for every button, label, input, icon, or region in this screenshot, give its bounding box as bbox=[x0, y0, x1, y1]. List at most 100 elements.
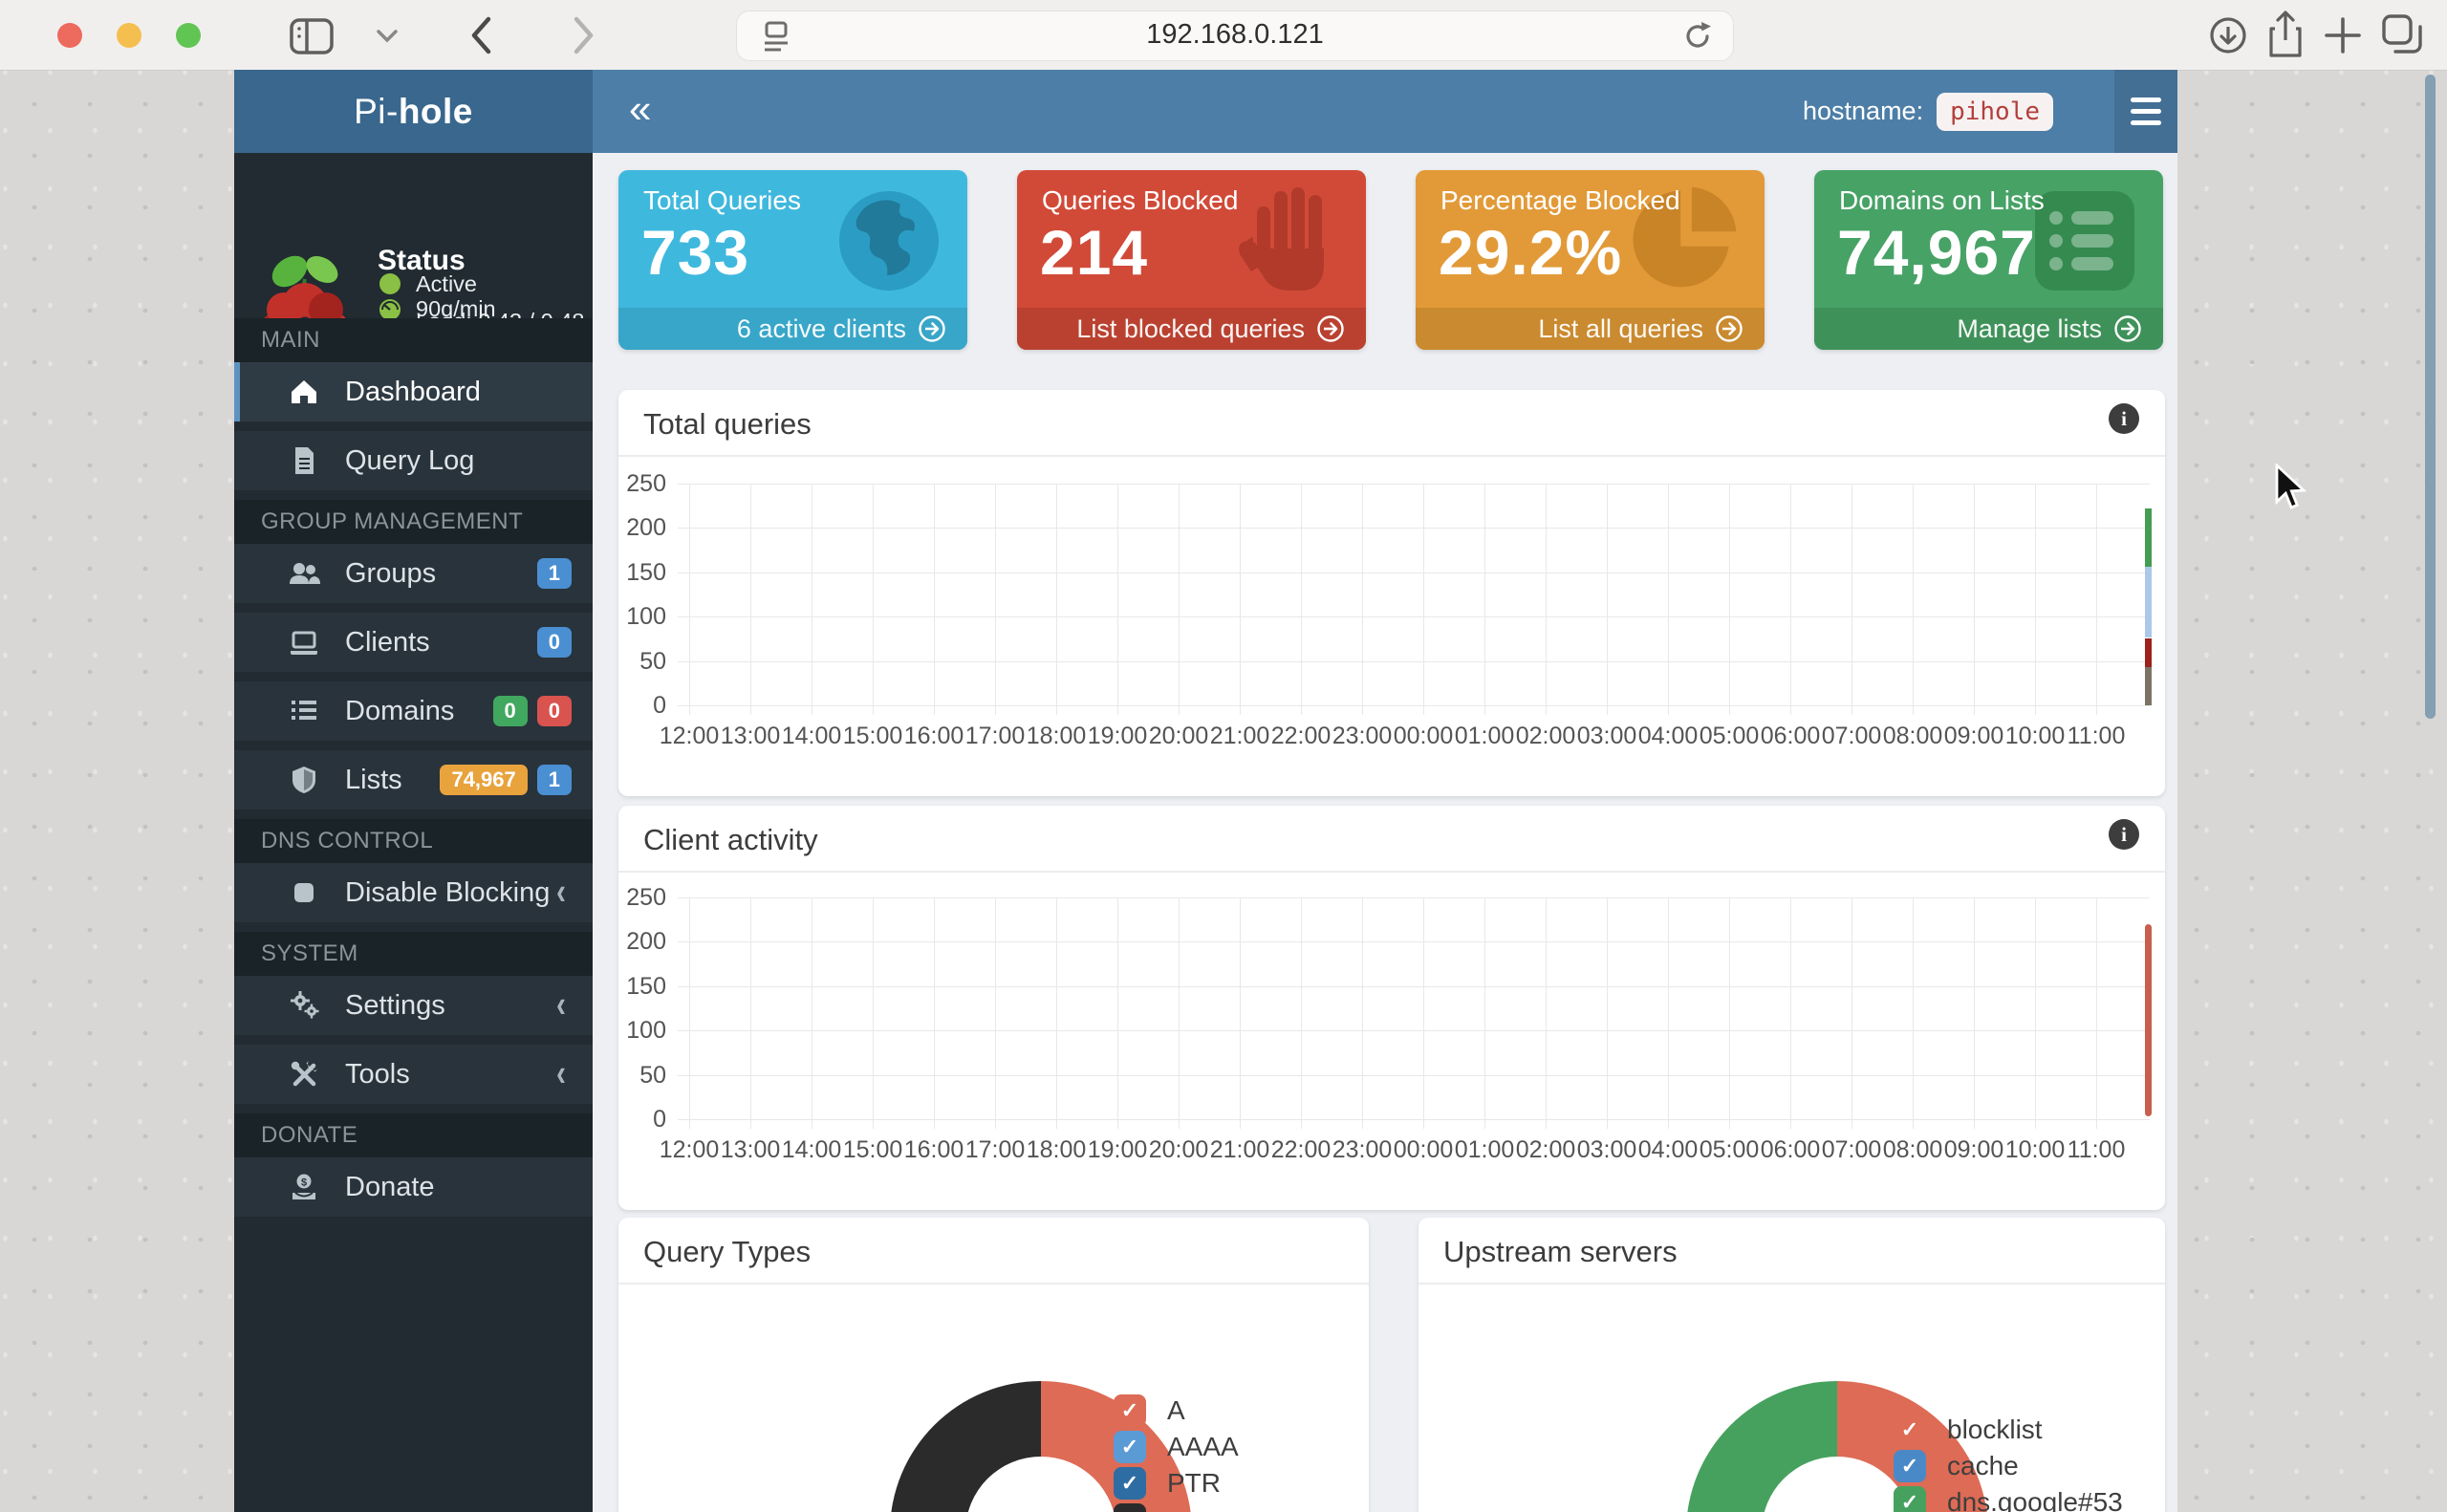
arrow-circle-icon bbox=[2114, 315, 2141, 342]
reload-icon[interactable] bbox=[1681, 20, 1714, 57]
minimize-window-button[interactable] bbox=[117, 23, 141, 48]
count-badge: 0 bbox=[536, 627, 572, 658]
summary-card-queries-blocked: Queries Blocked 214 List blocked queries bbox=[1017, 170, 1366, 350]
url-bar[interactable]: 192.168.0.121 bbox=[736, 11, 1734, 61]
x-axis-tick-label: 01:00 bbox=[1454, 723, 1515, 749]
y-axis-tick-label: 250 bbox=[626, 470, 666, 497]
back-icon[interactable] bbox=[466, 13, 495, 57]
card-footer-link[interactable]: List blocked queries bbox=[1017, 308, 1366, 350]
legend-label: cache bbox=[1947, 1451, 2019, 1480]
gridline bbox=[1240, 484, 1241, 715]
sidebar-item-label: Settings bbox=[345, 989, 445, 1021]
legend-checkbox-icon[interactable]: ✓ bbox=[1114, 1467, 1146, 1500]
brand-logo: Pi-hole bbox=[234, 70, 593, 153]
forward-icon[interactable] bbox=[570, 13, 598, 57]
card-header bbox=[618, 390, 2165, 457]
gridline bbox=[1668, 484, 1669, 715]
sidebar-item-settings[interactable]: Settings ‹ bbox=[234, 976, 593, 1035]
card-footer-link[interactable]: Manage lists bbox=[1814, 308, 2163, 350]
card-value: 214 bbox=[1040, 217, 1149, 288]
hamburger-menu-icon[interactable] bbox=[2114, 70, 2177, 153]
x-axis-tick-label: 05:00 bbox=[1699, 723, 1760, 749]
scrollbar-thumb[interactable] bbox=[2425, 75, 2436, 719]
x-axis-tick-label: 17:00 bbox=[964, 723, 1026, 749]
sidebar-item-query-log[interactable]: Query Log bbox=[234, 431, 593, 490]
legend-checkbox-icon[interactable]: ✓ bbox=[1894, 1414, 1926, 1446]
gridline bbox=[678, 1074, 2150, 1076]
reader-icon[interactable] bbox=[760, 21, 792, 58]
gridline bbox=[1974, 484, 1975, 715]
card-footer-link[interactable]: 6 active clients bbox=[618, 308, 967, 350]
sidebar-item-label: Lists bbox=[345, 764, 402, 795]
legend-item-hidden[interactable]: ✓ bbox=[1114, 1503, 1167, 1512]
gridline bbox=[678, 897, 2150, 898]
sidebar-item-disable-blocking[interactable]: Disable Blocking ‹ bbox=[234, 863, 593, 922]
x-axis-tick-label: 21:00 bbox=[1209, 723, 1270, 749]
gridline bbox=[678, 1119, 2150, 1120]
sidebar-item-tools[interactable]: Tools ‹ bbox=[234, 1045, 593, 1104]
gridline bbox=[678, 705, 2150, 706]
legend-checkbox-icon[interactable]: ✓ bbox=[1114, 1431, 1146, 1463]
top-navbar: « hostname: pihole bbox=[593, 70, 2177, 153]
list-rounded-icon bbox=[2024, 180, 2146, 307]
gridline bbox=[1056, 484, 1057, 715]
new-tab-icon[interactable] bbox=[2321, 13, 2365, 57]
zoom-window-button[interactable] bbox=[176, 23, 201, 48]
stacked-bar-segment bbox=[2145, 508, 2152, 568]
legend-item-AAAA[interactable]: ✓ AAAA bbox=[1114, 1431, 1239, 1463]
sidebar-item-label: Tools bbox=[345, 1058, 410, 1090]
hostname-value: pihole bbox=[1937, 92, 2053, 131]
sidebar-item-lists[interactable]: Lists 74,967 1 bbox=[234, 750, 593, 810]
gridline bbox=[1179, 897, 1180, 1129]
x-axis-tick-label: 07:00 bbox=[1821, 723, 1882, 749]
legend-item-dns.google#53[interactable]: ✓ dns.google#53 bbox=[1894, 1486, 2123, 1512]
sidebar-toggle-icon[interactable] bbox=[287, 17, 336, 55]
x-axis-tick-label: 15:00 bbox=[842, 1136, 903, 1163]
gridline bbox=[678, 1030, 2150, 1032]
pie-icon bbox=[1629, 180, 1747, 303]
legend-checkbox-icon[interactable]: ✓ bbox=[1114, 1503, 1146, 1512]
legend-checkbox-icon[interactable]: ✓ bbox=[1894, 1486, 1926, 1512]
legend-label: PTR bbox=[1167, 1468, 1221, 1498]
share-icon[interactable] bbox=[2262, 10, 2309, 61]
sidebar-item-clients[interactable]: Clients 0 bbox=[234, 613, 593, 672]
legend-item-PTR[interactable]: ✓ PTR bbox=[1114, 1467, 1221, 1500]
legend-item-blocklist[interactable]: ✓ blocklist bbox=[1894, 1414, 2043, 1446]
y-axis-tick-label: 50 bbox=[639, 1061, 666, 1089]
gridline bbox=[1484, 484, 1485, 715]
gridline bbox=[1362, 484, 1363, 715]
legend-checkbox-icon[interactable]: ✓ bbox=[1114, 1394, 1146, 1427]
download-icon[interactable] bbox=[2206, 13, 2250, 57]
x-axis-tick-label: 18:00 bbox=[1026, 1136, 1087, 1163]
sidebar-item-label: Query Log bbox=[345, 444, 475, 476]
y-axis-tick-label: 200 bbox=[626, 514, 666, 542]
close-window-button[interactable] bbox=[57, 23, 82, 48]
legend-item-A[interactable]: ✓ A bbox=[1114, 1394, 1185, 1427]
x-axis-tick-label: 02:00 bbox=[1515, 1136, 1576, 1163]
gridline bbox=[678, 616, 2150, 618]
gridline bbox=[1607, 897, 1608, 1129]
card-footer-link[interactable]: List all queries bbox=[1416, 308, 1765, 350]
x-axis-tick-label: 06:00 bbox=[1760, 1136, 1821, 1163]
legend-label: AAAA bbox=[1167, 1432, 1239, 1461]
collapse-sidebar-icon[interactable]: « bbox=[629, 86, 652, 131]
x-axis-tick-label: 09:00 bbox=[1943, 723, 2004, 749]
legend-checkbox-icon[interactable]: ✓ bbox=[1894, 1450, 1926, 1482]
tab-overview-icon[interactable] bbox=[2378, 11, 2428, 59]
gridline bbox=[2096, 484, 2097, 715]
shield-icon bbox=[288, 764, 320, 796]
x-axis-tick-label: 14:00 bbox=[781, 1136, 842, 1163]
sidebar-item-dashboard[interactable]: Dashboard bbox=[234, 362, 593, 421]
gridline bbox=[678, 572, 2150, 573]
footer-label: List all queries bbox=[1538, 313, 1703, 343]
sidebar-section-header: MAIN bbox=[234, 318, 593, 362]
sidebar-item-groups[interactable]: Groups 1 bbox=[234, 544, 593, 603]
chevron-down-icon[interactable] bbox=[375, 27, 400, 44]
sidebar-item-domains[interactable]: Domains 0 0 bbox=[234, 681, 593, 741]
info-icon[interactable]: i bbox=[2109, 819, 2139, 850]
legend-item-cache[interactable]: ✓ cache bbox=[1894, 1450, 2019, 1482]
sidebar-item-donate[interactable]: $ Donate bbox=[234, 1157, 593, 1217]
info-icon[interactable]: i bbox=[2109, 403, 2139, 434]
